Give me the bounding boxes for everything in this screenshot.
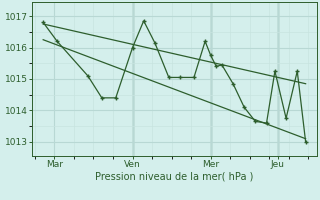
X-axis label: Pression niveau de la mer( hPa ): Pression niveau de la mer( hPa ) <box>95 172 253 182</box>
